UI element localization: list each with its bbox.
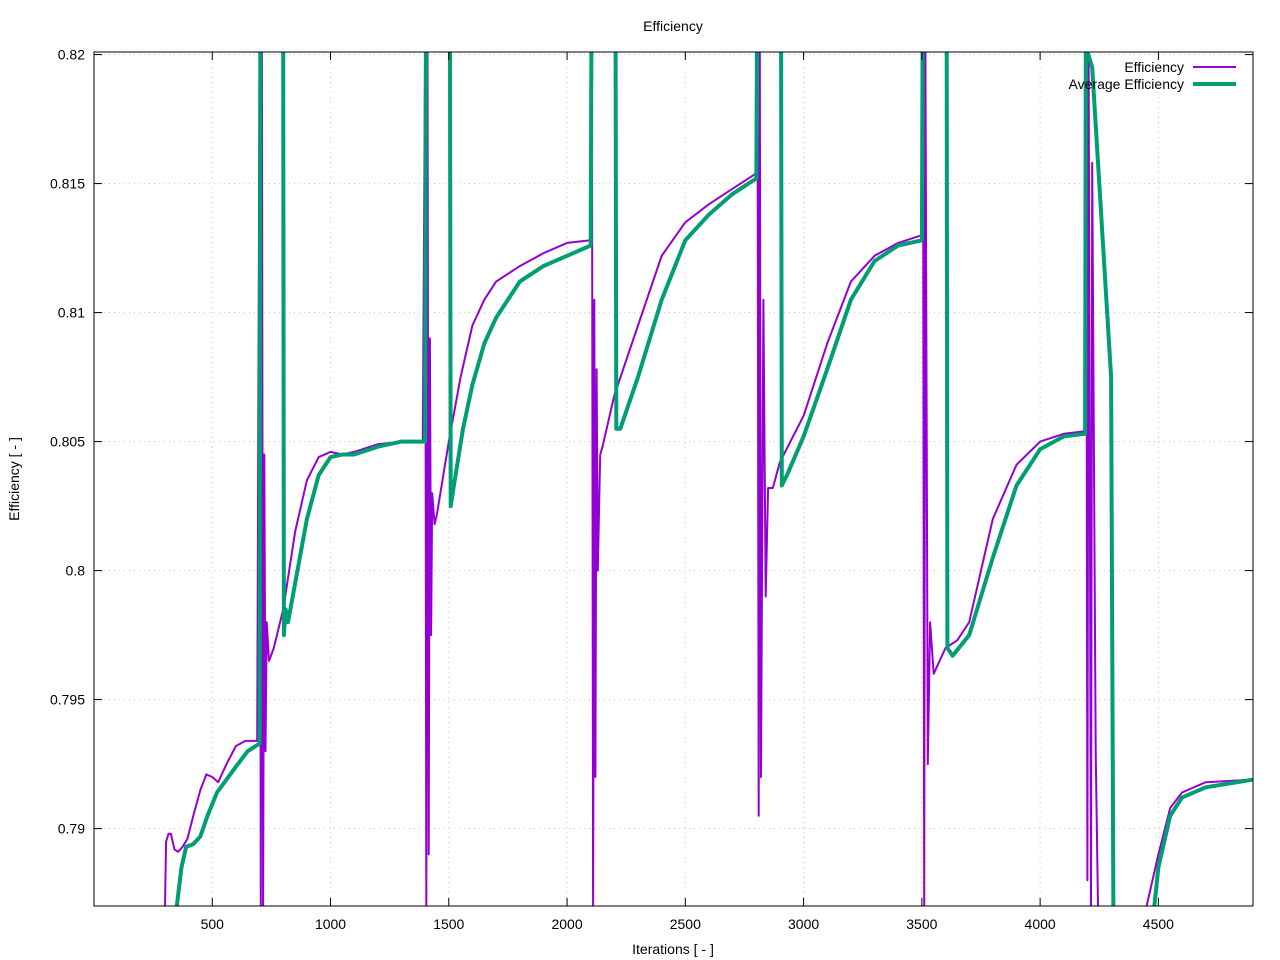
grid bbox=[94, 52, 1253, 906]
y-tick-label: 0.815 bbox=[50, 176, 85, 192]
legend-label: Average Efficiency bbox=[1069, 76, 1184, 92]
y-tick-label: 0.8 bbox=[66, 563, 86, 579]
y-tick-label: 0.805 bbox=[50, 434, 85, 450]
plot-border bbox=[93, 51, 1254, 907]
x-tick-label: 500 bbox=[201, 916, 225, 932]
x-tick-label: 3000 bbox=[788, 916, 819, 932]
x-tick-label: 2500 bbox=[670, 916, 701, 932]
series-lines bbox=[164, 52, 1253, 906]
y-tick-label: 0.79 bbox=[58, 821, 85, 837]
x-tick-label: 4500 bbox=[1143, 916, 1174, 932]
axis-ticks: 500 1000 1500 2000 2500 3000 3500 4000 4500 0.82 0… bbox=[50, 47, 1253, 932]
y-axis-label: Efficiency [ - ] bbox=[6, 437, 22, 521]
chart-title: Efficiency bbox=[643, 18, 703, 34]
legend-label: Efficiency bbox=[1124, 59, 1184, 75]
series-line-efficiency bbox=[164, 52, 1253, 906]
x-tick-label: 4000 bbox=[1025, 916, 1056, 932]
x-tick-label: 2000 bbox=[551, 916, 582, 932]
x-tick-label: 1500 bbox=[433, 916, 464, 932]
y-tick-label: 0.795 bbox=[50, 692, 85, 708]
y-tick-label: 0.82 bbox=[58, 47, 85, 63]
x-axis-label: Iterations [ - ] bbox=[632, 941, 714, 957]
y-tick-label: 0.81 bbox=[58, 305, 85, 321]
series-line-average-efficiency bbox=[174, 52, 1253, 906]
x-tick-label: 3500 bbox=[906, 916, 937, 932]
x-tick-label: 1000 bbox=[315, 916, 346, 932]
